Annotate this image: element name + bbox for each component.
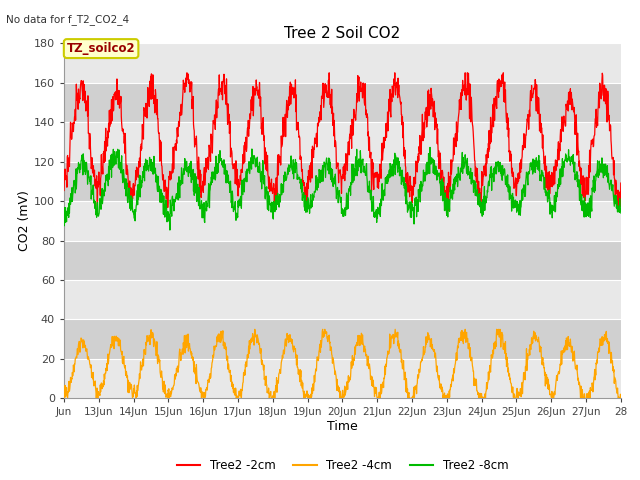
Bar [64, 359, 621, 398]
Bar [64, 320, 621, 359]
Title: Tree 2 Soil CO2: Tree 2 Soil CO2 [284, 25, 401, 41]
Bar [64, 83, 621, 122]
X-axis label: Time: Time [327, 420, 358, 433]
Text: TZ_soilco2: TZ_soilco2 [67, 42, 136, 55]
Bar [64, 43, 621, 83]
Y-axis label: CO2 (mV): CO2 (mV) [18, 191, 31, 251]
Bar [64, 240, 621, 280]
Bar [64, 201, 621, 240]
Text: No data for f_T2_CO2_4: No data for f_T2_CO2_4 [6, 14, 129, 25]
Bar [64, 162, 621, 201]
Bar [64, 122, 621, 162]
Bar [64, 280, 621, 320]
Legend: Tree2 -2cm, Tree2 -4cm, Tree2 -8cm: Tree2 -2cm, Tree2 -4cm, Tree2 -8cm [172, 454, 513, 477]
